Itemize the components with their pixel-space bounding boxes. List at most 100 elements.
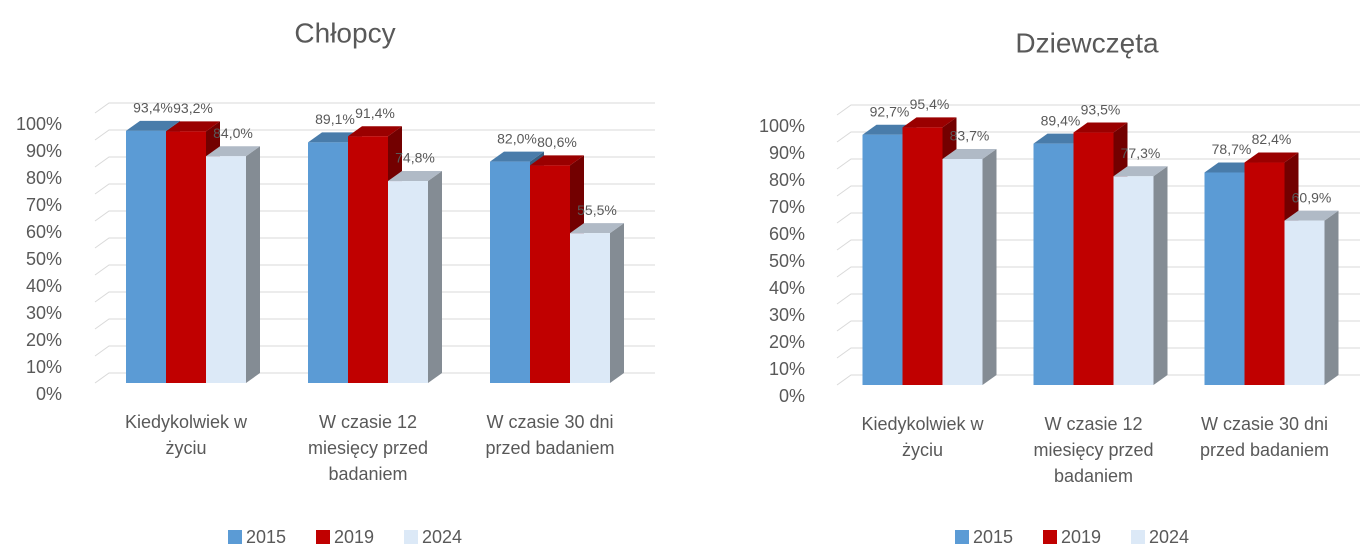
grid-line bbox=[836, 212, 1360, 224]
bar-side bbox=[1324, 210, 1339, 385]
grid-line bbox=[94, 264, 655, 276]
legend-swatch bbox=[955, 530, 969, 544]
bar-top bbox=[1284, 210, 1339, 221]
grid-line bbox=[94, 156, 655, 168]
legend-label: 2024 bbox=[422, 527, 462, 547]
bar-front bbox=[1284, 220, 1325, 385]
legend-swatch bbox=[404, 530, 418, 544]
bar-top bbox=[942, 149, 997, 160]
y-tick-label: 30% bbox=[769, 305, 805, 325]
data-label: 83,7% bbox=[950, 128, 990, 144]
data-label: 82,0% bbox=[497, 130, 537, 146]
bar bbox=[570, 223, 624, 383]
bar-top bbox=[1113, 166, 1168, 177]
grid-line bbox=[94, 210, 655, 222]
x-tick-label: W czasie 12 miesięcy przed badaniem bbox=[307, 412, 429, 484]
legend-swatch bbox=[228, 530, 242, 544]
grid-line bbox=[836, 158, 1360, 170]
bar-side bbox=[610, 223, 624, 383]
legend-swatch bbox=[1131, 530, 1145, 544]
bar-top bbox=[902, 117, 957, 128]
data-label: 89,1% bbox=[315, 111, 355, 127]
bar-front bbox=[166, 131, 206, 383]
y-tick-label: 0% bbox=[36, 384, 62, 404]
y-tick-label: 0% bbox=[779, 386, 805, 406]
bar-top bbox=[166, 121, 220, 132]
bar-front bbox=[308, 142, 348, 383]
legend-swatch bbox=[1043, 530, 1057, 544]
legend-label: 2015 bbox=[973, 527, 1013, 547]
bar-front bbox=[530, 165, 570, 383]
bar-front bbox=[1033, 143, 1074, 385]
bar-front bbox=[862, 134, 903, 385]
bar-top bbox=[1244, 152, 1299, 163]
bar-top bbox=[1073, 122, 1128, 133]
bar bbox=[942, 149, 997, 385]
bar-front bbox=[1113, 176, 1154, 385]
data-label: 84,0% bbox=[213, 125, 253, 141]
bar-front bbox=[126, 130, 166, 383]
bar bbox=[206, 146, 260, 383]
grid-line bbox=[836, 266, 1360, 278]
grid-line bbox=[836, 293, 1360, 305]
grid-line bbox=[94, 372, 655, 384]
data-label: 78,7% bbox=[1212, 141, 1252, 157]
data-label: 77,3% bbox=[1121, 145, 1161, 161]
legend-label: 2015 bbox=[246, 527, 286, 547]
y-tick-label: 10% bbox=[769, 359, 805, 379]
data-label: 80,6% bbox=[537, 134, 577, 150]
legend-label: 2024 bbox=[1149, 527, 1189, 547]
data-label: 95,4% bbox=[910, 96, 950, 112]
y-tick-label: 70% bbox=[769, 197, 805, 217]
y-tick-label: 40% bbox=[26, 276, 62, 296]
bar-side bbox=[246, 146, 260, 383]
y-tick-label: 80% bbox=[769, 170, 805, 190]
bar-top bbox=[126, 120, 180, 131]
data-label: 93,5% bbox=[1081, 101, 1121, 117]
grid-line bbox=[94, 102, 655, 114]
grid-line bbox=[836, 347, 1360, 359]
y-tick-label: 60% bbox=[26, 222, 62, 242]
bar-front bbox=[1244, 162, 1285, 385]
bar-front bbox=[1204, 172, 1245, 385]
grid-line bbox=[94, 318, 655, 330]
bar-front bbox=[388, 181, 428, 383]
bar bbox=[1113, 166, 1168, 385]
y-tick-label: 40% bbox=[769, 278, 805, 298]
data-label: 91,4% bbox=[355, 105, 395, 121]
bar bbox=[388, 171, 442, 383]
y-tick-label: 100% bbox=[16, 114, 62, 134]
bar-side bbox=[428, 171, 442, 383]
x-tick-label: W czasie 30 dni przed badaniem bbox=[485, 412, 615, 458]
bar-front bbox=[902, 127, 943, 386]
grid-line bbox=[94, 237, 655, 249]
grid-line bbox=[94, 129, 655, 141]
legend-swatch bbox=[316, 530, 330, 544]
chart-title: Chłopcy bbox=[294, 17, 395, 48]
bar-front bbox=[1073, 132, 1114, 385]
bar-front bbox=[206, 156, 246, 383]
bar bbox=[1244, 152, 1299, 385]
data-label: 93,4% bbox=[133, 100, 173, 116]
bar-side bbox=[982, 149, 997, 385]
y-tick-label: 70% bbox=[26, 195, 62, 215]
grid-line bbox=[836, 320, 1360, 332]
y-tick-label: 80% bbox=[26, 168, 62, 188]
data-label: 89,4% bbox=[1041, 112, 1081, 128]
y-tick-label: 20% bbox=[26, 330, 62, 350]
x-tick-label: W czasie 12 miesięcy przed badaniem bbox=[1033, 414, 1154, 486]
x-tick-label: W czasie 30 dni przed badaniem bbox=[1199, 414, 1330, 460]
grid-line bbox=[836, 104, 1360, 116]
bar-front bbox=[570, 233, 610, 383]
bar-top bbox=[348, 126, 402, 137]
bar-front bbox=[490, 161, 530, 383]
y-tick-label: 20% bbox=[769, 332, 805, 352]
bar-top bbox=[206, 146, 260, 157]
y-tick-label: 30% bbox=[26, 303, 62, 323]
chart-title: Dziewczęta bbox=[1015, 27, 1159, 58]
grid-line bbox=[836, 185, 1360, 197]
bar-top bbox=[570, 223, 624, 234]
legend-label: 2019 bbox=[1061, 527, 1101, 547]
